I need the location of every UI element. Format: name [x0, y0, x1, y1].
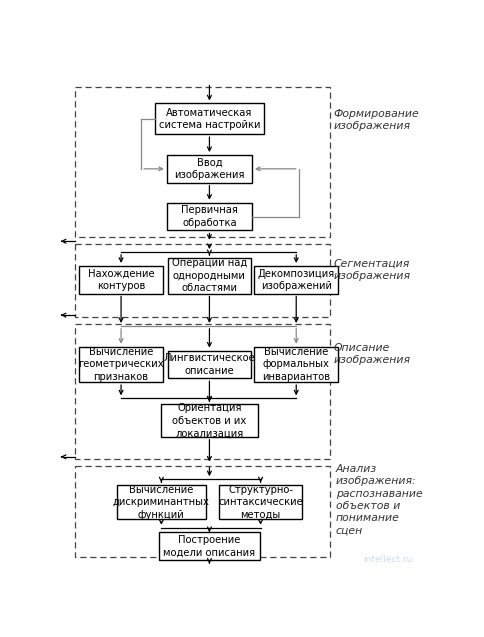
- Bar: [79, 347, 163, 382]
- Text: Вычисление
геометрических
признаков: Вычисление геометрических признаков: [78, 347, 164, 382]
- Bar: [166, 203, 252, 231]
- Bar: [161, 404, 257, 437]
- Text: Построение
модели описания: Построение модели описания: [163, 535, 255, 557]
- Bar: [159, 533, 259, 560]
- Text: Вычисление
формальных
инвариантов: Вычисление формальных инвариантов: [262, 347, 330, 382]
- Text: Структурно-
синтаксические
методы: Структурно- синтаксические методы: [218, 485, 302, 520]
- Bar: [155, 103, 263, 134]
- Text: Нахождение
контуров: Нахождение контуров: [88, 269, 154, 291]
- Text: Описание
изображения: Описание изображения: [333, 343, 409, 365]
- Bar: [218, 485, 302, 519]
- Bar: [75, 245, 330, 317]
- Text: Формирование
изображения: Формирование изображения: [333, 109, 418, 131]
- Text: Операции над
однородными
областями: Операции над однородными областями: [171, 259, 246, 293]
- Bar: [254, 266, 337, 294]
- Text: Ориентация
объектов и их
локализация: Ориентация объектов и их локализация: [172, 403, 246, 438]
- Bar: [79, 266, 163, 294]
- Bar: [167, 258, 251, 294]
- Bar: [167, 350, 251, 378]
- Bar: [254, 347, 337, 382]
- Text: Декомпозиция
изображений: Декомпозиция изображений: [257, 269, 334, 291]
- Text: Лингвистическое
описание: Лингвистическое описание: [163, 354, 255, 376]
- Text: intellect.ru: intellect.ru: [362, 555, 411, 564]
- Text: Автоматическая
система настройки: Автоматическая система настройки: [158, 108, 259, 130]
- Bar: [117, 485, 206, 519]
- Bar: [75, 466, 330, 557]
- Text: Вычисление
дискриминантных
функций: Вычисление дискриминантных функций: [113, 485, 210, 520]
- Text: Первичная
обработка: Первичная обработка: [181, 205, 237, 228]
- Text: Анализ
изображения:
распознавание
объектов и
понимание
сцен: Анализ изображения: распознавание объект…: [335, 464, 422, 536]
- Bar: [75, 87, 330, 238]
- Text: Ввод
изображения: Ввод изображения: [174, 157, 244, 180]
- Bar: [166, 155, 252, 183]
- Text: Сегментация
изображения: Сегментация изображения: [333, 259, 409, 282]
- Bar: [75, 324, 330, 459]
